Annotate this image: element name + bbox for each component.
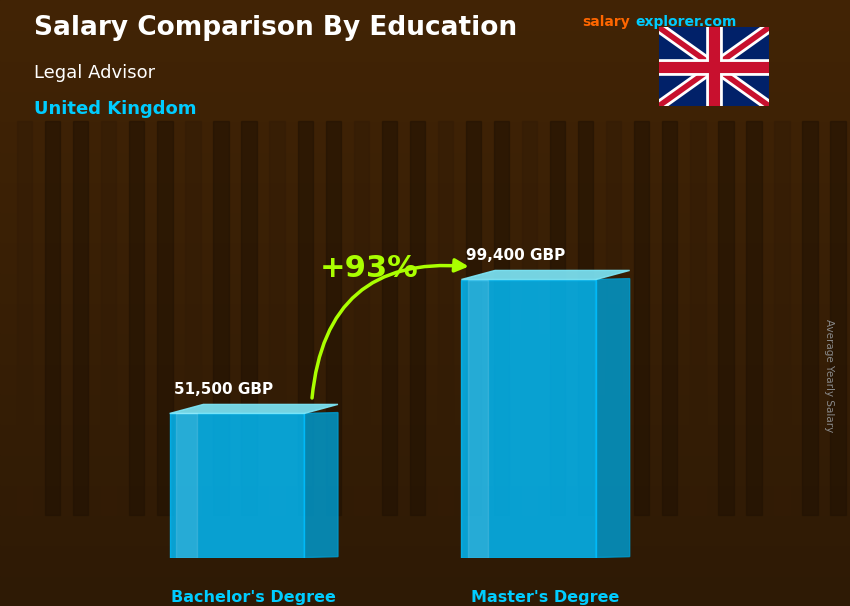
Bar — [0, 454, 850, 485]
Bar — [830, 121, 846, 515]
Bar — [269, 121, 285, 515]
Bar — [0, 242, 850, 273]
Bar — [802, 121, 818, 515]
Bar — [177, 413, 196, 558]
Bar — [466, 121, 481, 515]
Bar — [462, 279, 596, 558]
Bar — [354, 121, 369, 515]
Bar — [0, 30, 850, 61]
Bar — [690, 121, 706, 515]
Bar — [0, 303, 850, 333]
Bar — [101, 121, 116, 515]
Bar — [0, 485, 850, 515]
Text: 99,400 GBP: 99,400 GBP — [466, 248, 565, 263]
Text: salary: salary — [582, 15, 630, 29]
Bar — [0, 0, 850, 30]
Bar — [73, 121, 88, 515]
Bar — [0, 333, 850, 364]
Text: +93%: +93% — [320, 254, 418, 283]
Bar — [662, 121, 677, 515]
Bar — [157, 121, 173, 515]
Bar — [494, 121, 509, 515]
Bar — [438, 121, 453, 515]
Bar — [0, 424, 850, 454]
Text: Bachelor's Degree: Bachelor's Degree — [172, 590, 337, 605]
Bar — [382, 121, 397, 515]
Polygon shape — [596, 279, 630, 558]
Bar — [634, 121, 649, 515]
Bar — [129, 121, 144, 515]
Bar — [0, 545, 850, 576]
Text: Average Yearly Salary: Average Yearly Salary — [824, 319, 834, 432]
Bar — [522, 121, 537, 515]
Bar — [0, 515, 850, 545]
Bar — [0, 182, 850, 212]
Text: explorer.com: explorer.com — [636, 15, 737, 29]
Text: Legal Advisor: Legal Advisor — [34, 64, 155, 82]
Bar — [578, 121, 593, 515]
Bar — [17, 121, 32, 515]
Polygon shape — [304, 413, 338, 558]
Text: Master's Degree: Master's Degree — [472, 590, 620, 605]
Bar — [45, 121, 60, 515]
Bar — [213, 121, 229, 515]
Text: 51,500 GBP: 51,500 GBP — [174, 382, 273, 397]
Polygon shape — [462, 270, 630, 279]
Bar — [550, 121, 565, 515]
Bar — [746, 121, 762, 515]
Bar — [468, 279, 488, 558]
Bar — [774, 121, 790, 515]
Bar — [718, 121, 734, 515]
Bar — [0, 152, 850, 182]
Text: Salary Comparison By Education: Salary Comparison By Education — [34, 15, 517, 41]
Bar — [170, 413, 304, 558]
Text: United Kingdom: United Kingdom — [34, 100, 196, 118]
Bar — [0, 61, 850, 91]
Bar — [298, 121, 313, 515]
Bar — [241, 121, 257, 515]
Bar — [606, 121, 621, 515]
Polygon shape — [170, 404, 338, 413]
Bar — [0, 394, 850, 424]
Bar — [185, 121, 201, 515]
Bar — [410, 121, 425, 515]
Bar — [0, 212, 850, 242]
Bar — [0, 364, 850, 394]
Bar — [0, 91, 850, 121]
Bar — [0, 273, 850, 303]
Bar — [0, 576, 850, 606]
Bar — [326, 121, 341, 515]
Bar — [0, 121, 850, 152]
